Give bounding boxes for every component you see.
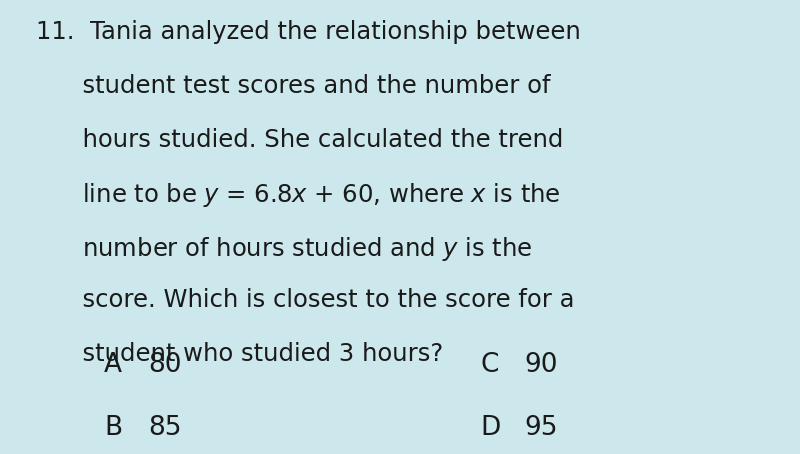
Text: student who studied 3 hours?: student who studied 3 hours?: [36, 342, 443, 366]
Text: 80: 80: [148, 352, 182, 378]
Text: number of hours studied and $y$ is the: number of hours studied and $y$ is the: [36, 235, 532, 263]
Text: D: D: [480, 415, 500, 441]
Text: 11.  Tania analyzed the relationship between: 11. Tania analyzed the relationship betw…: [36, 20, 581, 44]
Text: hours studied. She calculated the trend: hours studied. She calculated the trend: [36, 128, 563, 152]
Text: B: B: [104, 415, 122, 441]
Text: score. Which is closest to the score for a: score. Which is closest to the score for…: [36, 288, 574, 312]
Text: 85: 85: [148, 415, 182, 441]
Text: 90: 90: [524, 352, 558, 378]
Text: 95: 95: [524, 415, 558, 441]
Text: A: A: [104, 352, 122, 378]
Text: C: C: [480, 352, 498, 378]
Text: line to be $y$ = 6.8$x$ + 60, where $x$ is the: line to be $y$ = 6.8$x$ + 60, where $x$ …: [36, 181, 561, 209]
Text: student test scores and the number of: student test scores and the number of: [36, 74, 550, 98]
